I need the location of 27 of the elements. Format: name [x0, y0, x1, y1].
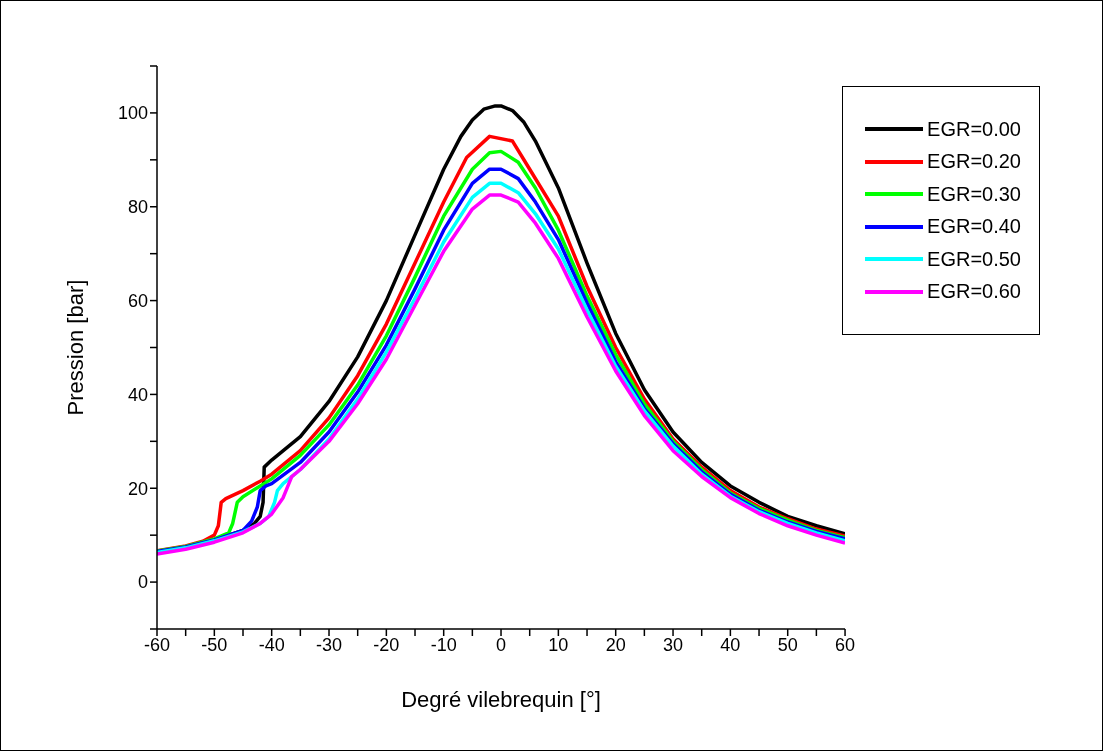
x-tick-label: 20 — [605, 634, 626, 655]
x-tick-label: 60 — [835, 634, 856, 655]
x-tick-label: 50 — [777, 634, 798, 655]
x-tick-label: 40 — [720, 634, 741, 655]
y-tick-label: 80 — [127, 197, 148, 218]
legend-label: EGR=0.20 — [927, 150, 1021, 174]
y-axis-title: Pression [bar] — [62, 279, 88, 416]
x-tick-label: -30 — [316, 634, 343, 655]
legend-label: EGR=0.40 — [927, 215, 1021, 239]
legend-label: EGR=0.50 — [927, 247, 1021, 271]
x-tick-label: 30 — [663, 634, 684, 655]
x-axis-title: Degré vilebrequin [°] — [401, 687, 601, 712]
x-tick-label: 10 — [548, 634, 569, 655]
y-tick-label: 40 — [127, 384, 148, 405]
legend-label: EGR=0.30 — [927, 182, 1021, 206]
x-tick-label: -20 — [373, 634, 400, 655]
x-tick-label: -10 — [430, 634, 457, 655]
y-tick-label: 0 — [137, 572, 148, 593]
y-tick-label: 20 — [127, 478, 148, 499]
legend-label: EGR=0.00 — [927, 117, 1021, 141]
x-tick-label: -60 — [143, 634, 171, 655]
y-tick-label: 60 — [127, 290, 148, 311]
x-tick-label: -40 — [258, 634, 285, 655]
y-tick-label: 100 — [117, 103, 148, 124]
legend-label: EGR=0.60 — [927, 280, 1021, 304]
x-tick-label: -50 — [201, 634, 228, 655]
x-tick-label: 0 — [496, 634, 507, 655]
